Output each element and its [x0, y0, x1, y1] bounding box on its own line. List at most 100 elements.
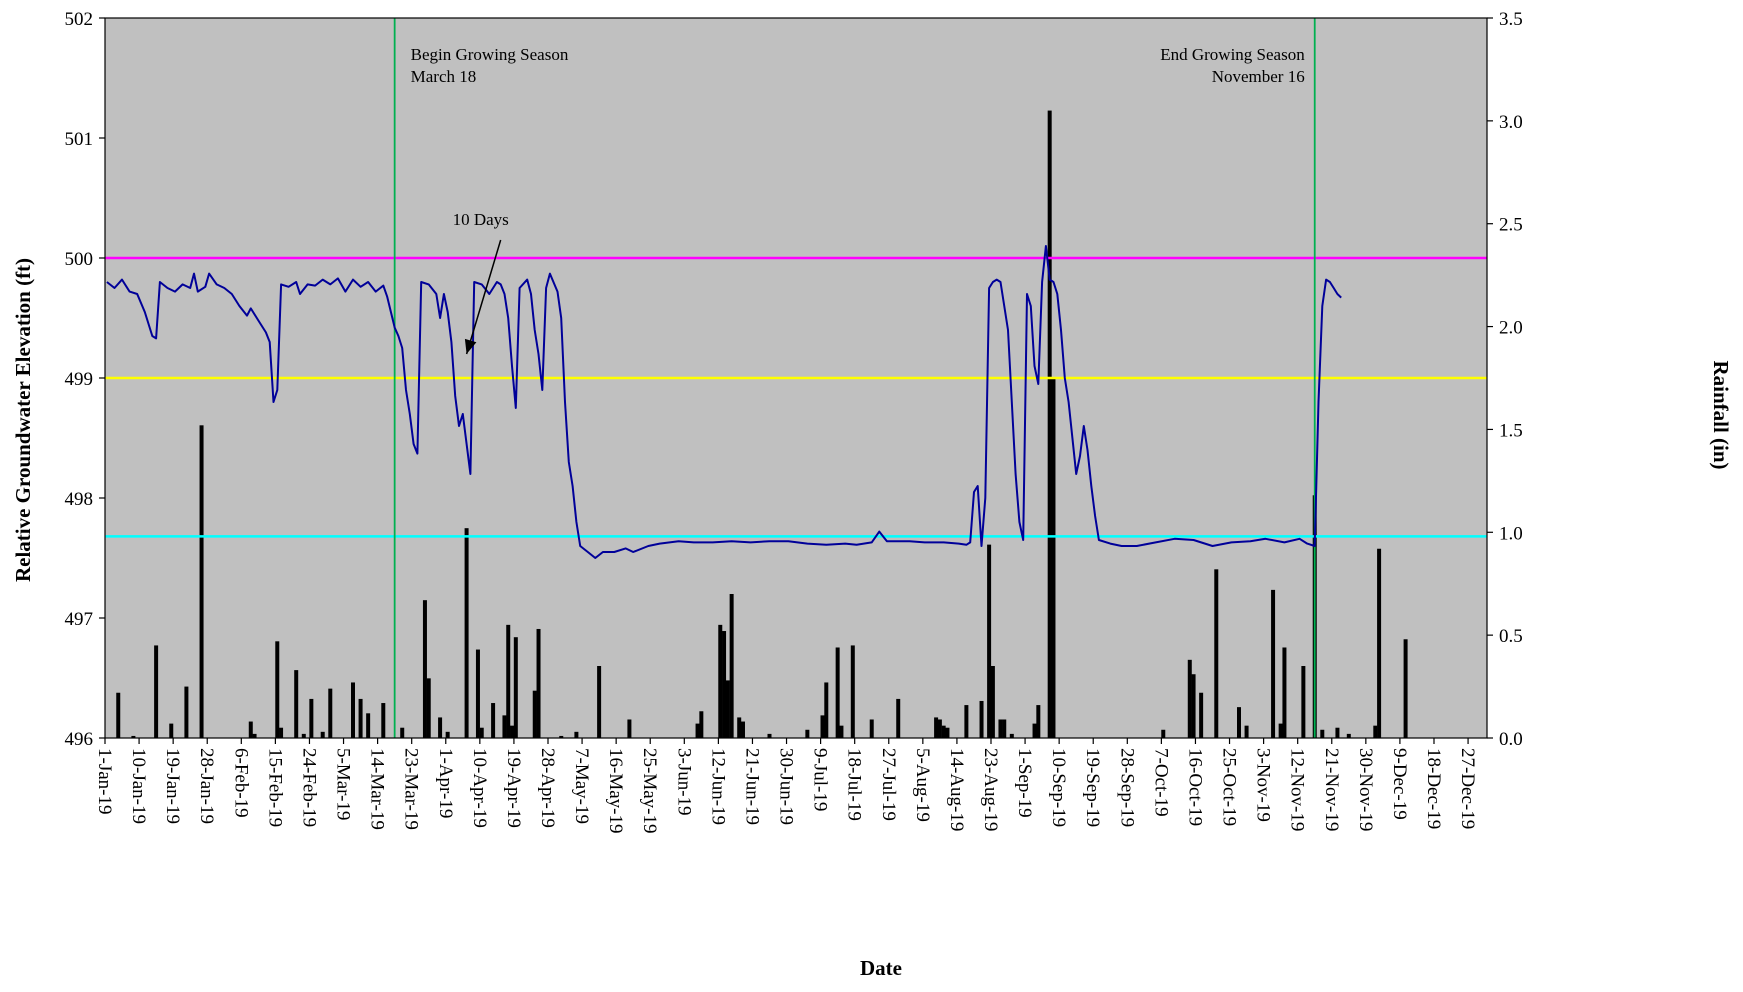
rainfall-bar [870, 719, 874, 738]
growing-season-label: November 16 [1212, 67, 1305, 86]
rainfall-bar [1192, 674, 1196, 738]
rainfall-bar [427, 678, 431, 738]
y2-tick-label: 1.0 [1499, 523, 1523, 544]
rainfall-bar [991, 666, 995, 738]
x-tick-label: 18-Jul-19 [844, 748, 865, 821]
rainfall-bar [699, 711, 703, 738]
rainfall-bar [574, 732, 578, 738]
rainfall-bar [249, 722, 253, 738]
rainfall-bar [491, 703, 495, 738]
rainfall-bar [942, 726, 946, 738]
x-tick-label: 14-Aug-19 [946, 748, 967, 831]
rainfall-bar [1347, 734, 1351, 738]
y2-tick-label: 2.0 [1499, 318, 1523, 339]
rainfall-bar [309, 699, 313, 738]
x-tick-label: 5-Mar-19 [333, 748, 354, 820]
annotation-label: 10 Days [453, 210, 509, 229]
x-tick-label: 7-May-19 [571, 748, 592, 824]
y1-tick-label: 496 [65, 729, 94, 750]
y2-tick-label: 3.5 [1499, 9, 1523, 30]
x-tick-label: 1-Sep-19 [1014, 748, 1035, 818]
x-tick-label: 21-Jun-19 [742, 748, 763, 825]
rainfall-bar [1051, 378, 1055, 738]
rainfall-bar [294, 670, 298, 738]
x-tick-label: 10-Jan-19 [128, 748, 149, 824]
x-tick-label: 23-Aug-19 [980, 748, 1001, 831]
rainfall-bar [836, 647, 840, 738]
rainfall-bar [1335, 728, 1339, 738]
x-tick-label: 10-Apr-19 [469, 748, 490, 828]
rainfall-bar [184, 687, 188, 738]
rainfall-bar [839, 726, 843, 738]
rainfall-bar [1048, 111, 1052, 738]
x-tick-label: 10-Sep-19 [1048, 748, 1069, 827]
rainfall-bar [400, 728, 404, 738]
rainfall-bar [1188, 660, 1192, 738]
rainfall-bar [805, 730, 809, 738]
y1-tick-label: 500 [65, 249, 94, 270]
x-tick-label: 1-Apr-19 [435, 748, 456, 818]
rainfall-bar [446, 732, 450, 738]
x-tick-label: 23-Mar-19 [401, 748, 422, 830]
y1-tick-label: 498 [65, 489, 94, 510]
y2-tick-label: 1.5 [1499, 420, 1523, 441]
x-tick-label: 28-Sep-19 [1116, 748, 1137, 827]
rainfall-bar [998, 719, 1002, 738]
rainfall-bar [200, 425, 204, 738]
rainfall-bar [1377, 549, 1381, 738]
rainfall-bar [1404, 639, 1408, 738]
rainfall-bar [824, 682, 828, 738]
rainfall-bar [537, 629, 541, 738]
rainfall-bar [476, 650, 480, 738]
x-tick-label: 28-Jan-19 [196, 748, 217, 824]
rainfall-bar [1237, 707, 1241, 738]
growing-season-label: March 18 [411, 67, 477, 86]
x-tick-label: 5-Aug-19 [912, 748, 933, 822]
rainfall-bar [1282, 647, 1286, 738]
rainfall-bar [741, 722, 745, 738]
rainfall-bar [722, 631, 726, 738]
y2-tick-label: 0.5 [1499, 626, 1523, 647]
x-tick-label: 27-Dec-19 [1457, 748, 1478, 829]
rainfall-bar [302, 734, 306, 738]
y1-tick-label: 499 [65, 369, 94, 390]
rainfall-bar [1199, 693, 1203, 738]
rainfall-bar [980, 701, 984, 738]
rainfall-bar [502, 715, 506, 738]
y2-tick-label: 2.5 [1499, 215, 1523, 236]
x-tick-label: 30-Jun-19 [776, 748, 797, 825]
rainfall-bar [1373, 726, 1377, 738]
x-tick-label: 7-Oct-19 [1150, 748, 1171, 817]
x-tick-label: 9-Dec-19 [1389, 748, 1410, 820]
rainfall-bar [597, 666, 601, 738]
rainfall-bar [465, 528, 469, 738]
rainfall-bar [896, 699, 900, 738]
y1-axis-title: Relative Groundwater Elevation (ft) [11, 258, 35, 582]
x-tick-label: 21-Nov-19 [1321, 748, 1342, 831]
y2-axis-title: Rainfall (in) [1709, 360, 1733, 469]
rainfall-bar [366, 713, 370, 738]
growing-season-label: End Growing Season [1160, 45, 1305, 64]
x-axis-title: Date [860, 956, 902, 980]
rainfall-bar [726, 680, 730, 738]
rainfall-bar [169, 724, 173, 738]
rainfall-bar [533, 691, 537, 738]
rainfall-bar [987, 545, 991, 738]
rainfall-bar [253, 734, 257, 738]
rainfall-bar [154, 645, 158, 738]
rainfall-bar [1214, 569, 1218, 738]
x-tick-label: 25-May-19 [639, 748, 660, 833]
x-tick-label: 3-Nov-19 [1253, 748, 1274, 822]
rainfall-bar [934, 717, 938, 738]
rainfall-bar [423, 600, 427, 738]
rainfall-bar [1301, 666, 1305, 738]
rainfall-bar [1279, 724, 1283, 738]
y1-tick-label: 502 [65, 9, 94, 30]
rainfall-bar [696, 724, 700, 738]
rainfall-bar [1002, 719, 1006, 738]
rainfall-bar [438, 717, 442, 738]
x-tick-label: 30-Nov-19 [1355, 748, 1376, 831]
rainfall-bar [737, 717, 741, 738]
